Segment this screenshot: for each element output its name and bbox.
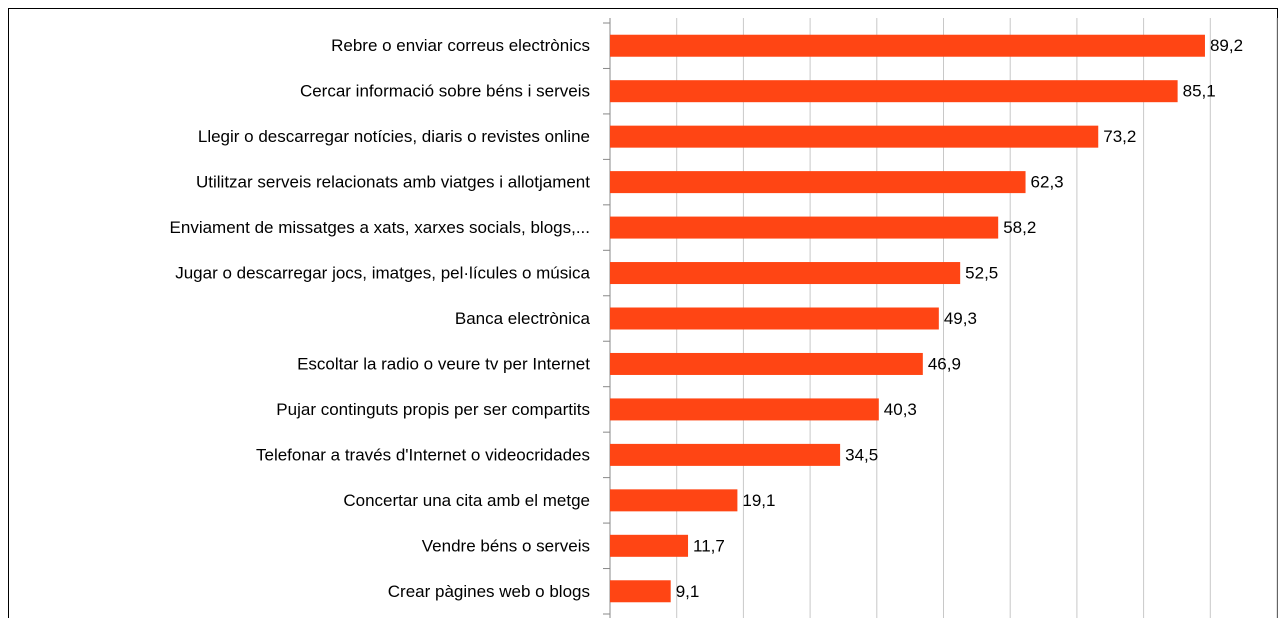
data-label: 11,7 [693,536,725,555]
bar [610,443,841,466]
y-tick-label: Rebre o enviar correus electrònics [331,36,590,55]
y-tick-label: Enviament de missatges a xats, xarxes so… [170,218,590,237]
bar [610,489,738,512]
y-tick-label: Banca electrònica [455,309,591,328]
bar [610,398,879,421]
bar [610,34,1205,57]
y-tick-label: Pujar continguts propis per ser comparti… [276,400,590,419]
data-label: 19,1 [742,491,775,510]
bar [610,534,689,557]
y-tick-label: Cercar informació sobre béns i serveis [300,82,590,101]
bar [610,171,1026,194]
bar [610,580,671,603]
data-label: 52,5 [965,264,998,283]
data-label: 49,3 [944,309,977,328]
data-label: 89,2 [1210,36,1243,55]
data-label: 85,1 [1183,82,1216,101]
bar [610,80,1178,103]
data-label: 73,2 [1103,127,1136,146]
y-tick-label: Escoltar la radio o veure tv per Interne… [297,354,590,373]
bar [610,307,939,330]
y-tick-label: Crear pàgines web o blogs [388,582,590,601]
y-tick-label: Concertar una cita amb el metge [343,491,590,510]
data-label: 9,1 [676,582,700,601]
bar [610,216,999,239]
y-tick-label: Llegir o descarregar notícies, diaris o … [198,127,590,146]
bar [610,125,1099,148]
data-label: 46,9 [928,354,961,373]
data-label: 40,3 [884,400,917,419]
data-label: 62,3 [1031,173,1064,192]
y-tick-label: Utilitzar serveis relacionats amb viatge… [196,173,590,192]
bar [610,352,923,375]
y-tick-label: Jugar o descarregar jocs, imatges, pel·l… [175,264,590,283]
data-label: 58,2 [1003,218,1036,237]
data-label: 34,5 [845,445,878,464]
y-tick-label: Telefonar a través d'Internet o videocri… [256,445,590,464]
y-tick-label: Vendre béns o serveis [422,536,590,555]
bar [610,262,961,285]
